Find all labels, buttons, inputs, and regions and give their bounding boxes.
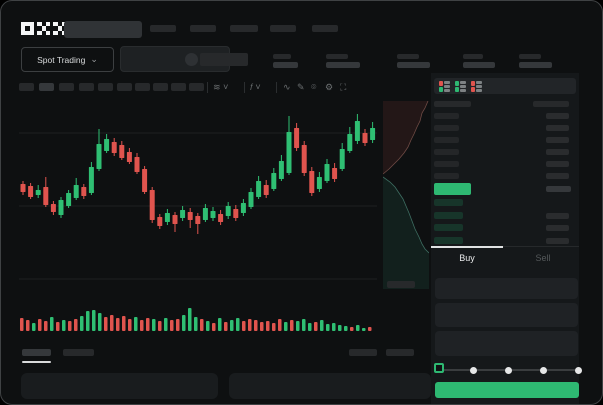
price-input[interactable] <box>435 278 578 299</box>
bid-amount-skeleton[interactable] <box>546 225 569 231</box>
pair-name-skeleton <box>200 53 248 66</box>
ticker-stat-value-skeleton <box>519 62 552 68</box>
ask-amount-skeleton[interactable] <box>546 113 569 119</box>
interval-skeleton[interactable] <box>135 83 150 91</box>
orders-panel-skeleton <box>21 373 218 399</box>
interval-skeleton[interactable] <box>189 83 204 91</box>
book-bids-icon[interactable] <box>455 80 466 92</box>
volume-chart[interactable] <box>19 299 379 335</box>
ob-header-skeleton <box>533 101 569 107</box>
bottom-action-skeleton[interactable] <box>349 349 377 356</box>
interval-skeleton[interactable] <box>39 83 54 91</box>
tab-sell[interactable]: Sell <box>535 253 551 263</box>
bid-price-skeleton[interactable] <box>434 211 463 219</box>
bid-amount-skeleton[interactable] <box>546 237 569 244</box>
total-input[interactable] <box>435 331 578 356</box>
interval-skeleton[interactable] <box>117 83 132 91</box>
ticker-stat-value-skeleton <box>273 62 298 68</box>
chevron-down-icon: ⌄ <box>90 54 98 64</box>
orderbook-layout-toolbar <box>434 78 576 94</box>
bid-price-skeleton[interactable] <box>434 199 463 206</box>
nav-item-skeleton[interactable] <box>150 25 176 32</box>
ticker-stat-label-skeleton <box>463 54 483 59</box>
ask-price-skeleton[interactable] <box>434 125 459 131</box>
book-both-icon[interactable] <box>439 80 450 92</box>
ticker-stat-value-skeleton <box>326 62 360 68</box>
interval-skeleton[interactable] <box>98 83 113 91</box>
ask-amount-skeleton[interactable] <box>546 161 569 167</box>
candlestick-chart[interactable] <box>19 97 377 291</box>
orderbook-trade-panel: Buy Sell <box>431 73 582 404</box>
ask-price-skeleton[interactable] <box>434 149 459 155</box>
bottom-action-skeleton[interactable] <box>386 349 414 356</box>
amount-input[interactable] <box>435 303 578 327</box>
market-type-dropdown[interactable]: Spot Trading ⌄ <box>21 47 114 72</box>
ticker-stat-value-skeleton <box>397 62 430 68</box>
active-tab-underline <box>431 246 503 248</box>
ask-amount-skeleton[interactable] <box>546 149 569 155</box>
interval-skeleton[interactable] <box>19 83 34 91</box>
ob-header-skeleton <box>434 101 471 107</box>
amount-slider-handle[interactable] <box>434 363 444 373</box>
nav-item-skeleton[interactable] <box>312 25 338 32</box>
ask-price-skeleton[interactable] <box>434 161 459 167</box>
ticker-stat-label-skeleton <box>519 54 541 59</box>
interval-skeleton[interactable] <box>171 83 186 91</box>
last-price-badge <box>434 183 471 195</box>
line-tool-icon[interactable]: ∿ <box>283 82 291 92</box>
slider-stop-dot[interactable] <box>505 366 512 374</box>
ask-price-skeleton[interactable] <box>434 137 459 143</box>
settings-gear-icon[interactable]: ⚙ <box>325 82 334 92</box>
ticker-stat-value-skeleton <box>463 62 495 68</box>
nav-item-skeleton[interactable] <box>270 25 296 32</box>
interval-skeleton[interactable] <box>79 83 94 91</box>
chart-type-dropdown[interactable]: ≋ ˅ <box>213 82 229 92</box>
ask-amount-skeleton[interactable] <box>546 125 569 131</box>
logo-letter-k <box>37 22 51 36</box>
slider-stop-dot[interactable] <box>470 366 478 374</box>
ticker-stat-label-skeleton <box>273 54 291 59</box>
buy-submit-button[interactable] <box>435 382 579 398</box>
book-asks-icon[interactable] <box>471 80 482 92</box>
nav-item-skeleton[interactable] <box>230 25 258 32</box>
draw-icon[interactable]: ✎ <box>297 82 305 92</box>
bid-price-skeleton[interactable] <box>434 236 463 244</box>
logo-letter-o <box>21 22 35 36</box>
ask-price-skeleton[interactable] <box>434 173 459 179</box>
tab-buy[interactable]: Buy <box>459 253 475 263</box>
market-type-label: Spot Trading <box>37 54 86 65</box>
depth-chart[interactable] <box>383 101 429 289</box>
bottom-tab-skeleton-active[interactable] <box>22 349 51 356</box>
ticker-stat-label-skeleton <box>326 54 348 59</box>
ask-price-skeleton[interactable] <box>434 113 459 119</box>
slider-stop-dot[interactable] <box>574 366 582 374</box>
indicators-dropdown[interactable]: 𝑓 ˅ <box>250 82 261 92</box>
nav-item-skeleton[interactable] <box>190 25 216 32</box>
search-input[interactable] <box>64 21 142 38</box>
bottom-tab-underline <box>22 361 51 363</box>
interval-skeleton[interactable] <box>153 83 168 91</box>
interval-skeleton[interactable] <box>59 83 74 91</box>
ob-amount-skeleton <box>546 186 571 192</box>
history-panel-skeleton <box>229 373 431 399</box>
fullscreen-icon[interactable]: ⛶ <box>340 82 347 92</box>
depth-label-skeleton <box>387 281 415 288</box>
bottom-tab-skeleton[interactable] <box>63 349 94 356</box>
ticker-stat-label-skeleton <box>397 54 419 59</box>
coin-avatar <box>185 53 198 66</box>
bid-amount-skeleton[interactable] <box>546 212 569 219</box>
ask-amount-skeleton[interactable] <box>546 137 569 143</box>
slider-stop-dot[interactable] <box>539 366 547 374</box>
camera-icon[interactable]: ⌾ <box>311 82 317 92</box>
okx-logo[interactable] <box>21 22 67 36</box>
bid-price-skeleton[interactable] <box>434 224 463 231</box>
ask-amount-skeleton[interactable] <box>546 173 569 179</box>
